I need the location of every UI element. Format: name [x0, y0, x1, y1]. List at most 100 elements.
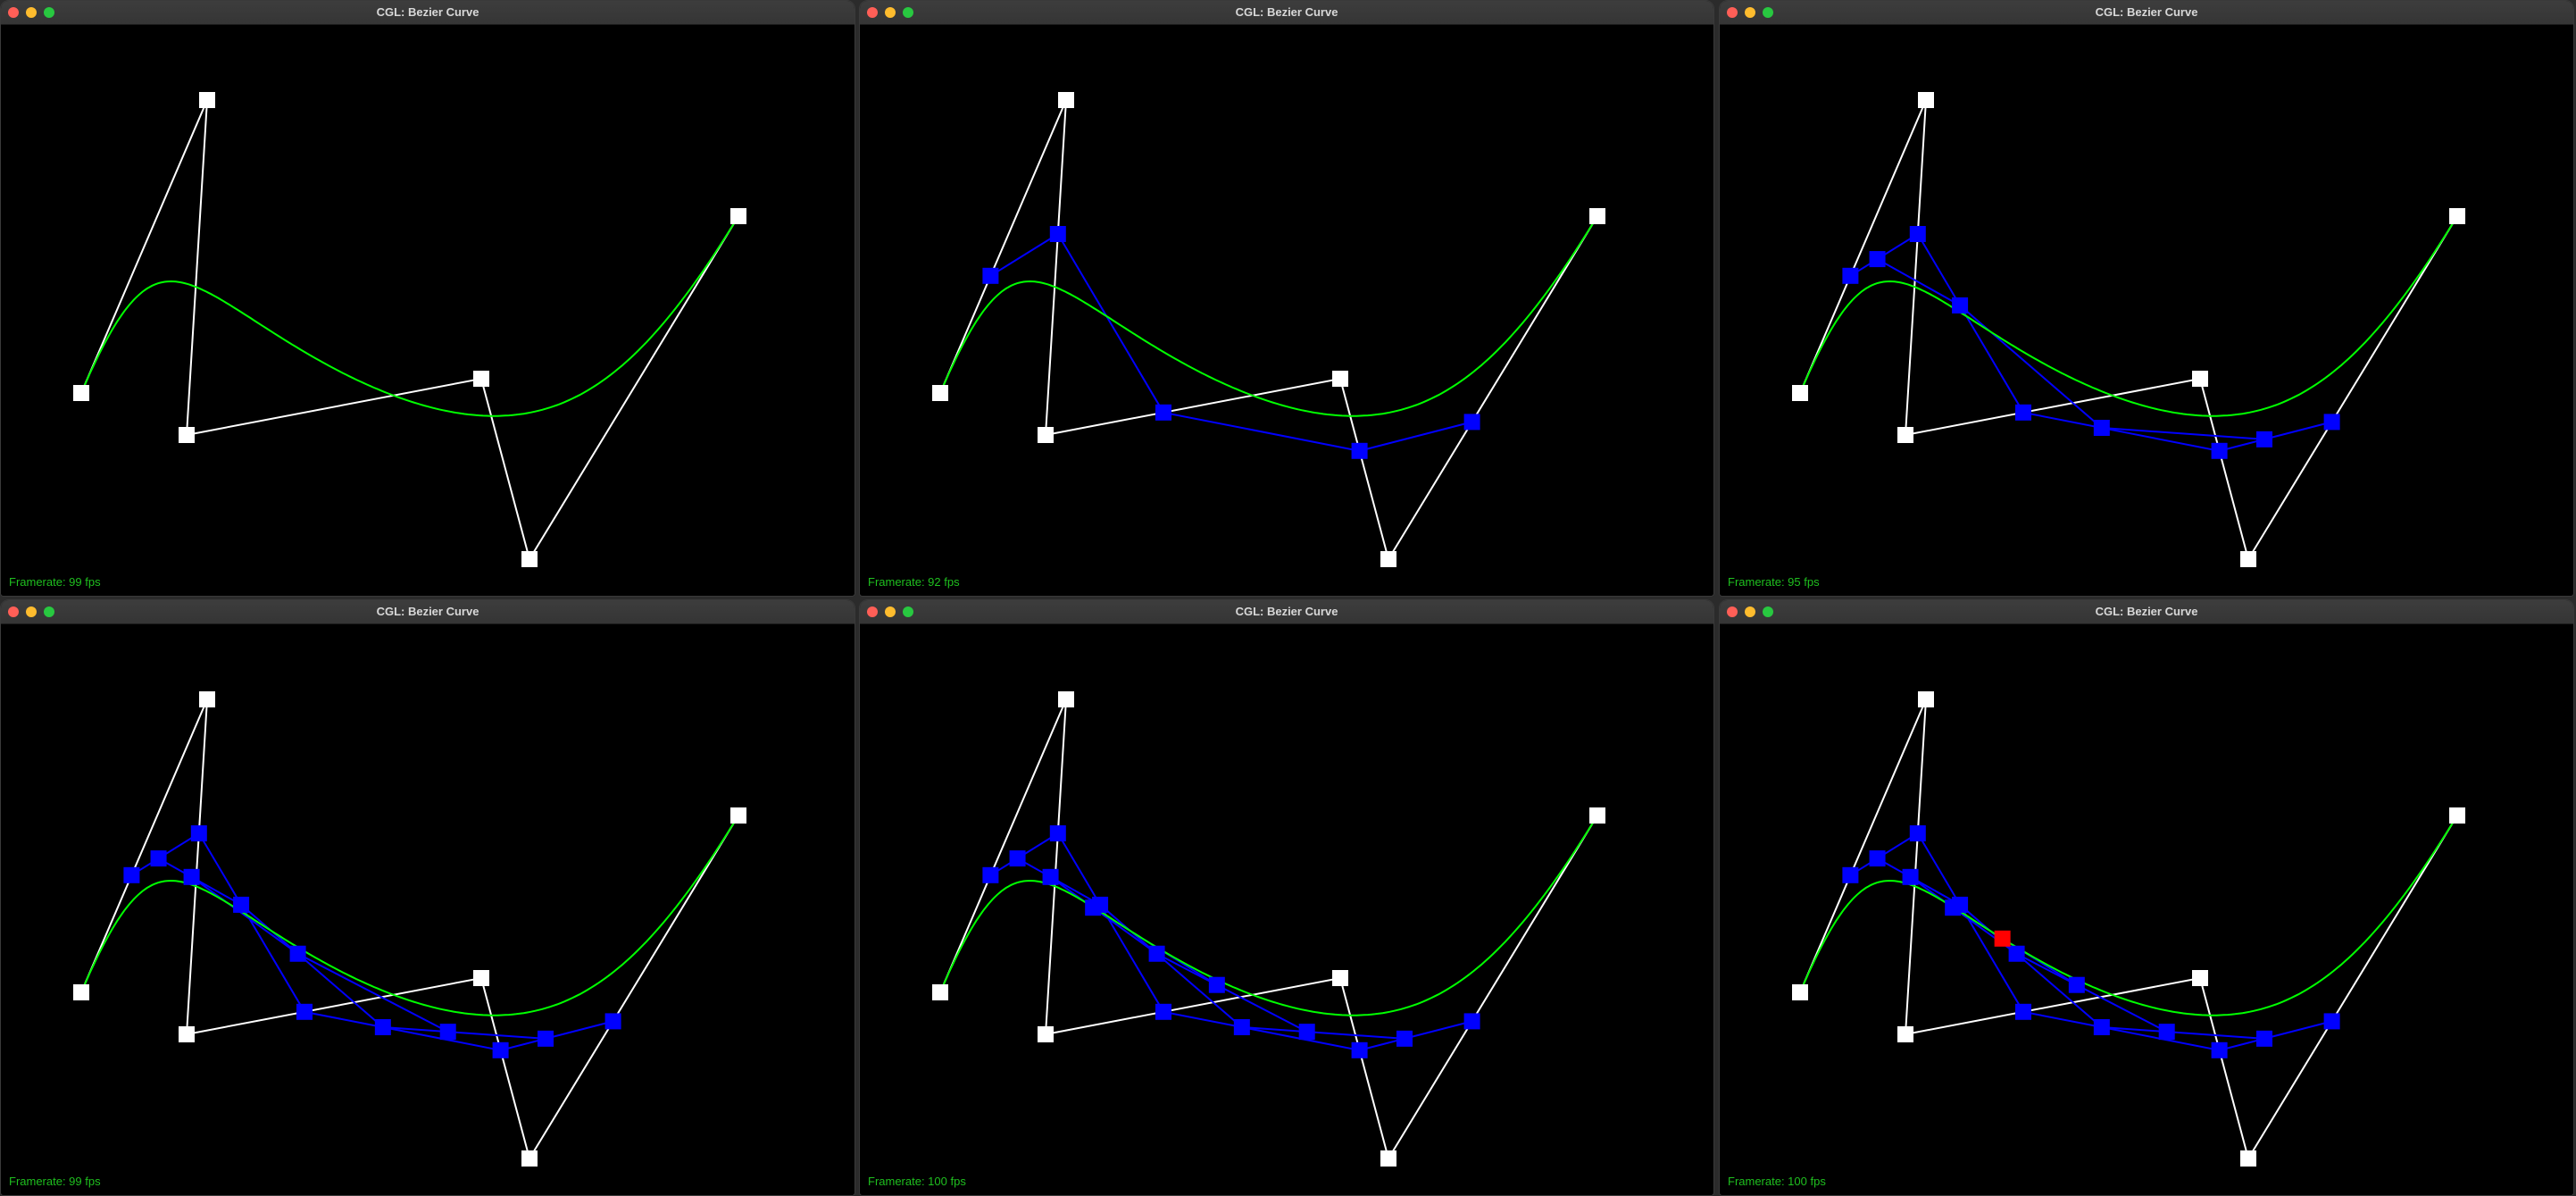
window-titlebar[interactable]: CGL: Bezier Curve — [860, 600, 1713, 624]
control-point-3[interactable] — [1038, 1026, 1054, 1042]
maximize-button-icon[interactable] — [44, 7, 54, 18]
close-button-icon[interactable] — [867, 7, 878, 18]
intermediate-point-l1-1 — [982, 866, 999, 883]
window-titlebar[interactable]: CGL: Bezier Curve — [1720, 1, 2573, 25]
control-polygon — [939, 698, 1598, 1161]
control-point-6[interactable] — [2449, 208, 2465, 224]
control-point-3[interactable] — [179, 1026, 195, 1042]
render-canvas[interactable]: Framerate: 99 fps — [1, 624, 854, 1195]
control-point-4[interactable] — [473, 371, 489, 387]
render-canvas[interactable]: Framerate: 95 fps — [1720, 25, 2573, 596]
control-point-2[interactable] — [1918, 92, 1934, 108]
framerate-label: Framerate: 92 fps — [868, 575, 960, 589]
control-point-3[interactable] — [179, 427, 195, 443]
window-titlebar[interactable]: CGL: Bezier Curve — [1720, 600, 2573, 624]
framerate-label: Framerate: 99 fps — [9, 1175, 101, 1188]
minimize-button-icon[interactable] — [885, 7, 896, 18]
control-point-5[interactable] — [1380, 1150, 1396, 1167]
intermediate-point-l3-3 — [439, 1024, 456, 1041]
intermediate-point-l1-5 — [1463, 1013, 1480, 1030]
control-point-3[interactable] — [1897, 1026, 1913, 1042]
control-polygon — [80, 99, 739, 562]
bezier-curve — [80, 215, 739, 417]
control-polygon — [1799, 698, 2458, 1161]
window-title: CGL: Bezier Curve — [1235, 605, 1338, 618]
control-point-6[interactable] — [1589, 208, 1605, 224]
control-point-5[interactable] — [2240, 551, 2256, 567]
minimize-button-icon[interactable] — [1745, 7, 1755, 18]
bezier-scene — [73, 691, 746, 1167]
bezier-scene — [73, 92, 746, 567]
close-button-icon[interactable] — [1727, 606, 1738, 617]
control-point-4[interactable] — [473, 970, 489, 986]
maximize-button-icon[interactable] — [903, 606, 913, 617]
control-point-5[interactable] — [521, 1150, 538, 1167]
control-polygon — [1799, 99, 2458, 562]
control-point-6[interactable] — [730, 208, 746, 224]
control-point-1[interactable] — [73, 385, 89, 401]
control-point-2[interactable] — [1058, 691, 1074, 707]
close-button-icon[interactable] — [8, 7, 19, 18]
intermediate-point-l1-2 — [190, 825, 207, 841]
minimize-button-icon[interactable] — [26, 606, 37, 617]
intermediate-point-l1-5 — [2323, 1013, 2340, 1030]
control-point-1[interactable] — [73, 984, 89, 1000]
close-button-icon[interactable] — [8, 606, 19, 617]
control-point-2[interactable] — [1918, 691, 1934, 707]
control-point-6[interactable] — [2449, 807, 2465, 824]
control-point-1[interactable] — [932, 385, 948, 401]
control-point-3[interactable] — [1038, 427, 1054, 443]
control-point-4[interactable] — [2192, 371, 2208, 387]
control-point-5[interactable] — [521, 551, 538, 567]
control-point-2[interactable] — [1058, 92, 1074, 108]
intermediate-polygon-level-2 — [1877, 857, 2265, 1040]
intermediate-point-l2-1 — [150, 850, 167, 867]
intermediate-point-l4-1 — [1085, 899, 1102, 916]
render-canvas[interactable]: Framerate: 100 fps — [860, 624, 1713, 1195]
control-point-5[interactable] — [2240, 1150, 2256, 1167]
control-point-3[interactable] — [1897, 427, 1913, 443]
window-title: CGL: Bezier Curve — [2095, 605, 2198, 618]
maximize-button-icon[interactable] — [1763, 7, 1773, 18]
window-titlebar[interactable]: CGL: Bezier Curve — [1, 600, 854, 624]
intermediate-point-l1-3 — [296, 1003, 313, 1020]
intermediate-point-l1-4 — [1351, 442, 1368, 459]
intermediate-point-l1-5 — [604, 1013, 621, 1030]
control-polygon — [939, 99, 1598, 562]
minimize-button-icon[interactable] — [26, 7, 37, 18]
close-button-icon[interactable] — [1727, 7, 1738, 18]
control-polygon — [80, 698, 739, 1161]
close-button-icon[interactable] — [867, 606, 878, 617]
minimize-button-icon[interactable] — [885, 606, 896, 617]
minimize-button-icon[interactable] — [1745, 606, 1755, 617]
intermediate-point-l3-3 — [1298, 1024, 1315, 1041]
control-point-1[interactable] — [1792, 984, 1808, 1000]
intermediate-point-l2-2 — [1952, 297, 1969, 314]
intermediate-point-l1-2 — [1049, 226, 1066, 242]
control-point-5[interactable] — [1380, 551, 1396, 567]
control-point-2[interactable] — [199, 691, 215, 707]
render-canvas[interactable]: Framerate: 100 fps — [1720, 624, 2573, 1195]
window-title: CGL: Bezier Curve — [376, 605, 479, 618]
intermediate-polygon-level-1 — [989, 232, 1472, 452]
window-titlebar[interactable]: CGL: Bezier Curve — [860, 1, 1713, 25]
control-point-6[interactable] — [1589, 807, 1605, 824]
control-point-4[interactable] — [1332, 970, 1348, 986]
control-point-6[interactable] — [730, 807, 746, 824]
maximize-button-icon[interactable] — [44, 606, 54, 617]
intermediate-point-l2-4 — [1396, 1030, 1413, 1047]
maximize-button-icon[interactable] — [1763, 606, 1773, 617]
control-point-4[interactable] — [1332, 371, 1348, 387]
control-point-4[interactable] — [2192, 970, 2208, 986]
bezier-window-6: CGL: Bezier Curve Framerate: 100 fps — [1719, 599, 2574, 1196]
maximize-button-icon[interactable] — [903, 7, 913, 18]
control-point-1[interactable] — [1792, 385, 1808, 401]
intermediate-point-l2-3 — [1233, 1019, 1250, 1035]
render-canvas[interactable]: Framerate: 92 fps — [860, 25, 1713, 596]
control-point-1[interactable] — [932, 984, 948, 1000]
control-point-2[interactable] — [199, 92, 215, 108]
intermediate-point-l4-2 — [1208, 976, 1225, 993]
window-titlebar[interactable]: CGL: Bezier Curve — [1, 1, 854, 25]
intermediate-point-l1-4 — [2211, 1041, 2228, 1058]
render-canvas[interactable]: Framerate: 99 fps — [1, 25, 854, 596]
